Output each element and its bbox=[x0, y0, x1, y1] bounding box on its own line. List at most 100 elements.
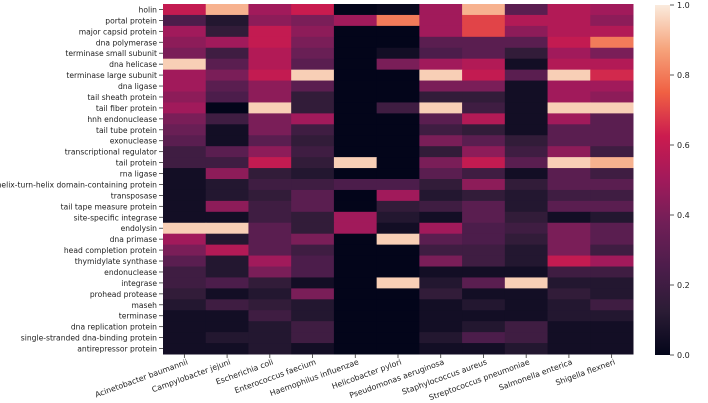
heatmap-cell bbox=[376, 146, 420, 158]
heatmap-cell bbox=[163, 200, 207, 213]
heatmap-cell bbox=[333, 343, 378, 355]
heatmap-cell bbox=[248, 179, 292, 191]
heatmap-cell bbox=[333, 299, 378, 311]
heatmap-cell bbox=[504, 255, 549, 267]
heatmap-cell bbox=[419, 168, 463, 180]
heatmap-cell bbox=[376, 47, 420, 60]
heatmap-cell bbox=[291, 310, 335, 322]
heatmap-cell bbox=[163, 244, 207, 257]
heatmap-cell bbox=[333, 332, 378, 344]
heatmap-cell bbox=[547, 200, 591, 213]
heatmap-cell bbox=[462, 25, 506, 38]
heatmap-cell bbox=[419, 4, 463, 16]
heatmap-cell bbox=[504, 69, 549, 82]
row-labels: holin portal protein major capsid protein d… bbox=[0, 5, 163, 354]
heatmap-cell bbox=[333, 47, 378, 60]
heatmap-cell bbox=[590, 200, 634, 213]
row-label-tail-sheath-protein: tail sheath protein bbox=[87, 93, 157, 102]
heatmap-cell bbox=[590, 255, 634, 267]
heatmap-cell bbox=[205, 288, 249, 300]
heatmap-cell bbox=[248, 233, 292, 246]
row-label-rna-ligase: rna ligase bbox=[120, 170, 158, 179]
heatmap-cell bbox=[376, 255, 420, 267]
heatmap-cell bbox=[205, 310, 249, 322]
heatmap-cell bbox=[333, 211, 378, 224]
heatmap-cell bbox=[590, 233, 634, 246]
heatmap-cell bbox=[590, 310, 634, 322]
row-label-holin: holin bbox=[139, 5, 158, 14]
heatmap-cell bbox=[547, 189, 591, 202]
heatmap-cell bbox=[291, 222, 335, 235]
heatmap-cell bbox=[248, 266, 292, 278]
heatmap-cell bbox=[333, 189, 378, 202]
heatmap-cell bbox=[504, 222, 549, 235]
heatmap-cell bbox=[248, 288, 292, 300]
colorbar-tick-label: 0.4 bbox=[677, 211, 690, 220]
heatmap-cell bbox=[205, 233, 249, 246]
heatmap-cell bbox=[333, 135, 378, 147]
heatmap-cell bbox=[462, 36, 506, 49]
heatmap-cell bbox=[419, 321, 463, 333]
heatmap-cell bbox=[291, 288, 335, 300]
heatmap-cell bbox=[590, 146, 634, 158]
row-label-tail-tube-protein: tail tube protein bbox=[96, 126, 157, 135]
row-label-tail-protein: tail protein bbox=[116, 159, 157, 168]
heatmap-cell bbox=[590, 135, 634, 147]
heatmap-cell bbox=[248, 200, 292, 213]
heatmap-cell bbox=[462, 200, 506, 213]
heatmap-cell bbox=[205, 189, 249, 202]
heatmap-cell bbox=[590, 332, 634, 344]
heatmap-cell bbox=[376, 211, 420, 224]
heatmap-cell bbox=[462, 222, 506, 235]
heatmap-cell bbox=[248, 47, 292, 60]
row-label-maseh: maseh bbox=[132, 301, 158, 310]
heatmap-cell bbox=[504, 135, 549, 147]
heatmap-cell bbox=[376, 277, 420, 289]
heatmap-cell bbox=[205, 266, 249, 278]
heatmap-cell bbox=[462, 102, 506, 114]
heatmap-cell bbox=[333, 179, 378, 191]
heatmap-cell bbox=[376, 80, 420, 92]
heatmap-cell bbox=[590, 222, 634, 235]
heatmap-cell bbox=[504, 102, 549, 114]
row-label-portal-protein: portal protein bbox=[105, 16, 157, 25]
heatmap-cell bbox=[462, 113, 506, 125]
heatmap-cell bbox=[590, 189, 634, 202]
heatmap-cell bbox=[248, 321, 292, 333]
heatmap-cell bbox=[419, 135, 463, 147]
heatmap-cell bbox=[590, 157, 634, 169]
row-label-prohead-protease: prohead protease bbox=[90, 290, 157, 299]
heatmap-cells bbox=[163, 4, 634, 355]
heatmap-cell bbox=[547, 113, 591, 125]
heatmap-cell bbox=[163, 310, 207, 322]
heatmap-cell bbox=[291, 69, 335, 82]
heatmap-cell bbox=[376, 168, 420, 180]
row-label-single-stranded-dna-binding-protein: single-stranded dna-binding protein bbox=[21, 334, 157, 343]
heatmap-cell bbox=[462, 80, 506, 92]
heatmap-cell bbox=[248, 4, 292, 16]
row-label-helix-turn-helix-domain-containing-protein: helix-turn-helix domain-containing prote… bbox=[0, 180, 157, 189]
heatmap-cell bbox=[205, 4, 249, 16]
heatmap-cell bbox=[419, 343, 463, 355]
heatmap-cell bbox=[333, 288, 378, 300]
heatmap-cell bbox=[248, 25, 292, 38]
heatmap-cell bbox=[419, 179, 463, 191]
heatmap-cell bbox=[205, 14, 249, 27]
heatmap-cell bbox=[547, 168, 591, 180]
heatmap-cell bbox=[419, 277, 463, 289]
heatmap-cell bbox=[419, 310, 463, 322]
heatmap-cell bbox=[376, 135, 420, 147]
heatmap-cell bbox=[163, 233, 207, 246]
heatmap-cell bbox=[291, 91, 335, 103]
heatmap-cell bbox=[163, 332, 207, 344]
heatmap-cell bbox=[333, 168, 378, 180]
heatmap-cell bbox=[504, 146, 549, 158]
heatmap-cell bbox=[333, 310, 378, 322]
heatmap-cell bbox=[419, 299, 463, 311]
heatmap-cell bbox=[376, 244, 420, 257]
heatmap-cell bbox=[333, 14, 378, 27]
heatmap-cell bbox=[504, 91, 549, 103]
heatmap-cell bbox=[291, 321, 335, 333]
heatmap-cell bbox=[590, 69, 634, 82]
heatmap-cell bbox=[163, 211, 207, 224]
